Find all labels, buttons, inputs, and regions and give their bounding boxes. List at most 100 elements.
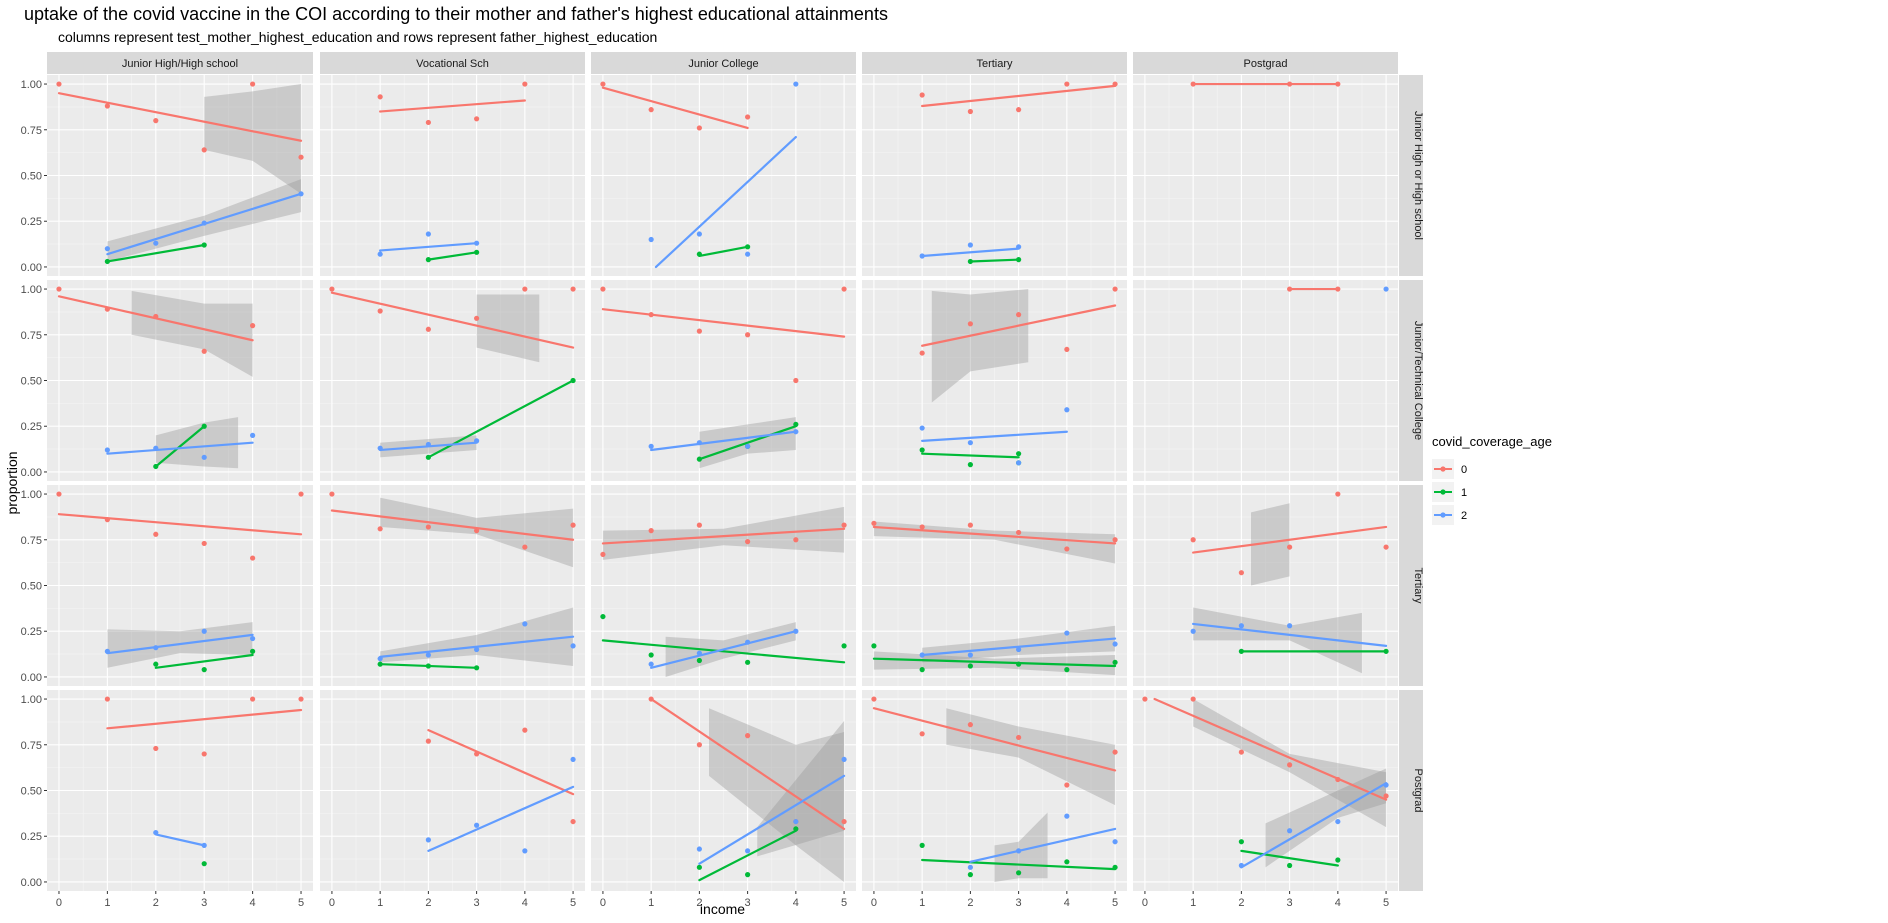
data-point-0 bbox=[377, 94, 383, 100]
data-point-0 bbox=[696, 742, 702, 748]
data-point-1 bbox=[425, 454, 431, 460]
y-tick-label: 0.00 bbox=[21, 877, 42, 889]
x-tick-label: 1 bbox=[104, 897, 110, 909]
data-point-0 bbox=[425, 326, 431, 332]
data-point-2 bbox=[793, 429, 799, 435]
x-axis-title: income bbox=[700, 901, 745, 917]
data-point-0 bbox=[745, 332, 751, 338]
trend-line-0 bbox=[650, 697, 846, 831]
data-point-2 bbox=[648, 443, 654, 449]
data-point-2 bbox=[1064, 407, 1070, 413]
trend-line-2 bbox=[1192, 622, 1388, 647]
data-point-0 bbox=[1287, 81, 1293, 87]
data-point-0 bbox=[745, 733, 751, 739]
data-point-0 bbox=[104, 696, 110, 702]
data-point-2 bbox=[104, 246, 110, 252]
data-point-0 bbox=[474, 116, 480, 122]
data-point-2 bbox=[967, 864, 973, 870]
data-point-0 bbox=[696, 125, 702, 131]
data-point-0 bbox=[1238, 570, 1244, 576]
y-tick-label: 1.00 bbox=[21, 489, 42, 501]
confidence-band bbox=[1193, 607, 1362, 674]
data-point-2 bbox=[967, 652, 973, 658]
data-point-2 bbox=[522, 621, 528, 627]
data-point-2 bbox=[1287, 623, 1293, 629]
x-tick-label: 4 bbox=[793, 897, 799, 909]
trend-line-0 bbox=[427, 729, 575, 796]
data-point-0 bbox=[1064, 346, 1070, 353]
data-point-1 bbox=[1064, 667, 1070, 673]
data-point-0 bbox=[1016, 529, 1022, 536]
data-point-2 bbox=[522, 848, 528, 854]
data-point-0 bbox=[600, 286, 606, 292]
data-point-2 bbox=[793, 818, 799, 825]
x-tick-label: 5 bbox=[1383, 897, 1389, 909]
data-point-2 bbox=[696, 440, 702, 446]
confidence-band bbox=[602, 506, 845, 560]
data-point-0 bbox=[648, 107, 654, 113]
data-point-1 bbox=[1383, 648, 1389, 654]
data-point-2 bbox=[648, 661, 654, 667]
data-point-1 bbox=[967, 663, 973, 669]
trend-line-0 bbox=[330, 509, 575, 541]
data-point-1 bbox=[1016, 257, 1022, 263]
data-point-0 bbox=[425, 524, 431, 530]
trend-line-1 bbox=[872, 657, 1117, 668]
data-point-1 bbox=[967, 872, 973, 878]
y-tick-label: 0.25 bbox=[21, 831, 42, 843]
trend-line-0 bbox=[330, 291, 575, 349]
confidence-band bbox=[131, 290, 253, 377]
data-point-0 bbox=[570, 522, 576, 528]
data-point-0 bbox=[1190, 696, 1196, 702]
data-point-2 bbox=[696, 231, 702, 237]
data-point-0 bbox=[329, 286, 335, 292]
x-tick-label: 0 bbox=[1142, 897, 1148, 909]
trend-line-0 bbox=[1192, 525, 1388, 554]
data-point-2 bbox=[1383, 782, 1389, 788]
data-point-0 bbox=[967, 321, 973, 327]
data-point-1 bbox=[745, 872, 751, 878]
data-point-2 bbox=[201, 842, 207, 848]
column-strip-label: Postgrad bbox=[1243, 58, 1287, 70]
data-point-0 bbox=[1238, 749, 1244, 755]
data-point-0 bbox=[1335, 286, 1341, 292]
data-point-0 bbox=[250, 555, 256, 561]
data-point-0 bbox=[298, 154, 304, 160]
data-point-2 bbox=[250, 635, 256, 642]
data-point-2 bbox=[1112, 839, 1118, 845]
data-point-1 bbox=[919, 667, 925, 673]
data-point-0 bbox=[841, 818, 847, 825]
data-point-0 bbox=[104, 103, 110, 109]
column-strip bbox=[591, 52, 856, 74]
data-point-2 bbox=[377, 656, 383, 662]
y-tick-label: 0.50 bbox=[21, 376, 42, 388]
data-point-0 bbox=[696, 328, 702, 334]
trend-line-2 bbox=[427, 785, 575, 852]
data-point-0 bbox=[1112, 286, 1118, 292]
data-point-2 bbox=[474, 438, 480, 444]
y-tick-label: 0.75 bbox=[21, 535, 42, 547]
data-point-1 bbox=[425, 663, 431, 669]
data-point-2 bbox=[298, 191, 304, 197]
trend-line-0 bbox=[601, 527, 846, 545]
data-point-0 bbox=[153, 313, 159, 320]
trend-line-2 bbox=[1240, 782, 1388, 869]
data-point-1 bbox=[967, 258, 973, 265]
y-tick-label: 0.00 bbox=[21, 467, 42, 479]
trend-line-0 bbox=[57, 92, 303, 142]
trend-line-2 bbox=[379, 242, 478, 252]
trend-line-1 bbox=[698, 829, 797, 882]
data-point-1 bbox=[1016, 870, 1022, 876]
column-strip bbox=[47, 52, 313, 74]
trend-line-2 bbox=[106, 633, 254, 655]
x-tick-label: 4 bbox=[522, 897, 528, 909]
data-point-2 bbox=[1287, 828, 1293, 834]
data-point-0 bbox=[1190, 537, 1196, 543]
data-point-1 bbox=[696, 864, 702, 870]
x-tick-label: 1 bbox=[919, 897, 925, 909]
data-point-2 bbox=[474, 646, 480, 653]
data-point-2 bbox=[104, 447, 110, 453]
column-strip-label: Junior College bbox=[688, 58, 758, 70]
row-strip-label: Junior High or High school bbox=[1412, 111, 1424, 240]
